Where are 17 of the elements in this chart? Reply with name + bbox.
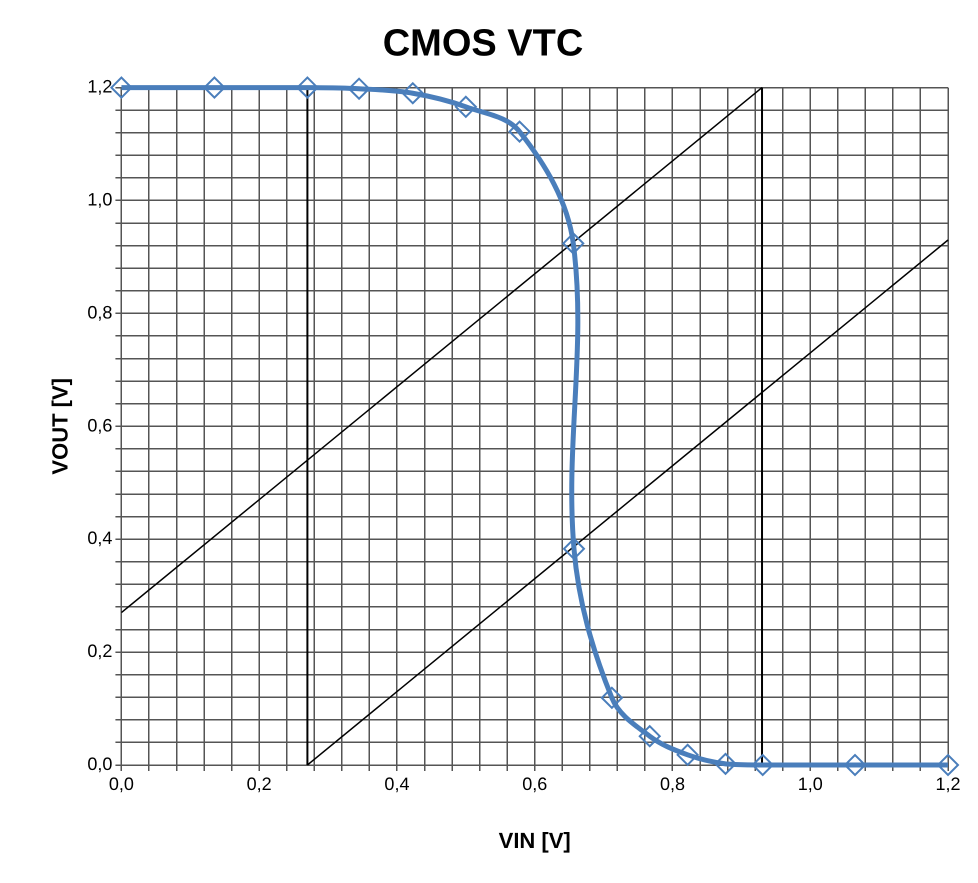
y-axis-title: VOUT [V] — [47, 378, 72, 475]
y-tick-label: 1,2 — [87, 76, 112, 97]
x-tick-label: 0,8 — [660, 774, 685, 794]
y-tick-label: 0,4 — [87, 528, 112, 548]
y-tick-label: 0,8 — [87, 302, 112, 322]
x-tick-label: 0,4 — [384, 774, 410, 794]
x-tick-label: 0,0 — [108, 774, 134, 794]
x-tick-label: 0,2 — [246, 774, 272, 794]
x-axis-title: VIN [V] — [498, 828, 571, 853]
x-tick-label: 1,0 — [798, 774, 823, 794]
y-tick-label: 1,0 — [87, 189, 112, 210]
y-tick-label: 0,0 — [87, 754, 112, 774]
x-tick-label: 0,6 — [522, 774, 548, 794]
y-tick-label: 0,6 — [87, 415, 112, 436]
x-tick-label: 1,2 — [935, 774, 961, 794]
y-tick-label: 0,2 — [87, 641, 112, 662]
chart-title: CMOS VTC — [382, 22, 584, 64]
